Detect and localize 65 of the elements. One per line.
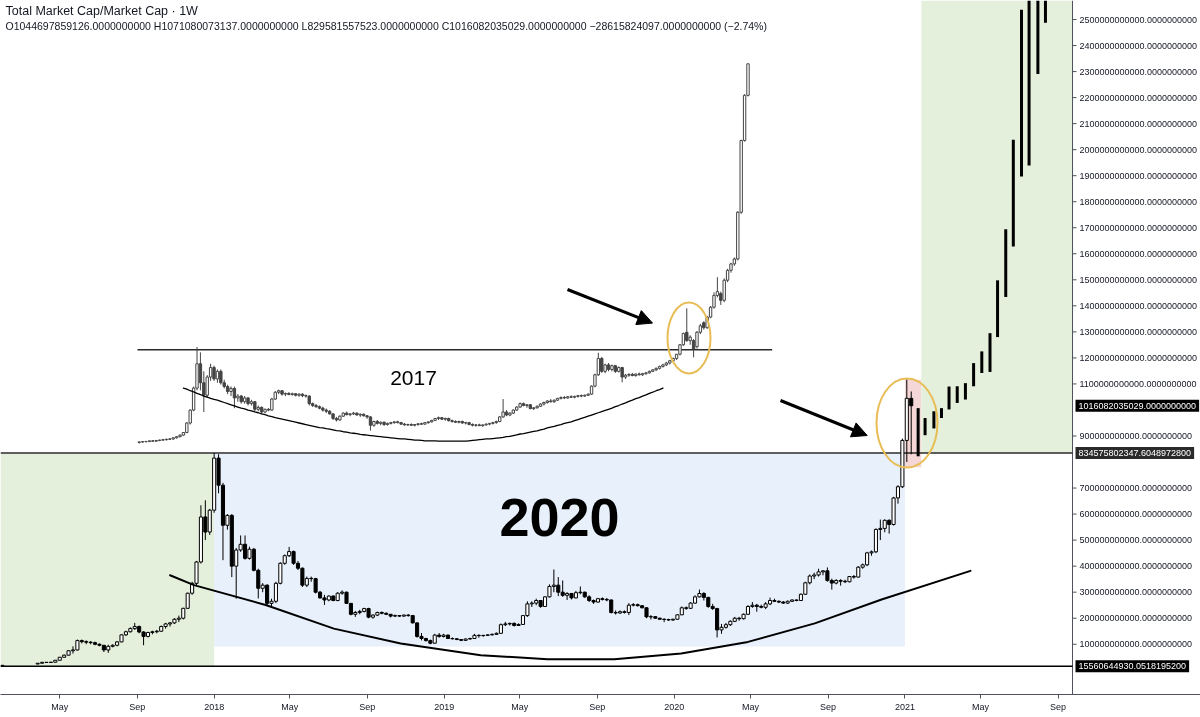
x-tick-label: May — [511, 701, 529, 712]
x-tick-label: May — [281, 701, 299, 712]
bar — [932, 411, 936, 429]
x-tick-label: 2021 — [894, 701, 915, 712]
x-tick-label: May — [742, 701, 760, 712]
candlestick — [909, 390, 914, 455]
y-tick-label: 500000000000.0000000000 — [1079, 535, 1193, 546]
text: O1044697859126.0000000000 H1071080073137.0000000000 L829581557523.0000000000 C1016082035029.0000000000 −28615824097.0000000000 (−2.74%) — [5, 19, 767, 32]
bar — [1004, 229, 1008, 297]
y-tick-label: 2400000000000.0000000000 — [1079, 40, 1198, 51]
ref-line-label: 15560644930.0518195200 — [1078, 661, 1187, 672]
ref-line-label: 834575802347.6048972800 — [1078, 448, 1192, 459]
bar — [988, 333, 992, 372]
y-tick-label: 1500000000000.0000000000 — [1079, 274, 1198, 285]
bar — [980, 351, 984, 373]
y-tick-label: 2000000000000.0000000000 — [1079, 144, 1198, 155]
annotation: 1016082035029.0000000000 — [1078, 400, 1197, 411]
x-tick-label: Sep — [1050, 701, 1067, 712]
y-tick-label: 300000000000.0000000000 — [1079, 587, 1193, 598]
x-tick-label: Sep — [359, 701, 376, 712]
bar — [1020, 9, 1024, 177]
x-tick-label: 2018 — [204, 701, 225, 712]
annotation: 2017 — [390, 365, 437, 389]
candlestick — [685, 307, 689, 343]
chart-title: Total Market Cap/Market Cap · 1W — [5, 3, 199, 18]
y-tick-label: 400000000000.0000000000 — [1079, 561, 1193, 572]
y-tick-label: 1700000000000.0000000000 — [1079, 222, 1198, 233]
bar — [1011, 139, 1015, 247]
y-tick-label: 2100000000000.0000000000 — [1079, 118, 1198, 129]
bar — [916, 408, 920, 457]
y-tick-label: 1900000000000.0000000000 — [1079, 170, 1198, 181]
bar — [972, 363, 976, 387]
y-tick-label: 2500000000000.0000000000 — [1079, 14, 1198, 25]
y-tick-label: 200000000000.0000000000 — [1079, 613, 1193, 624]
x-tick-label: 2019 — [434, 701, 455, 712]
x-tick-label: May — [51, 701, 69, 712]
y-tick-label: 2200000000000.0000000000 — [1079, 92, 1198, 103]
x-tick-label: 2020 — [664, 701, 685, 712]
y-tick-label: 900000000000.0000000000 — [1079, 430, 1193, 441]
bar — [923, 418, 927, 436]
y-tick-label: 100000000000.0000000000 — [1079, 639, 1193, 650]
x-tick-label: May — [972, 701, 990, 712]
bar — [955, 386, 959, 403]
y-tick-label: 1600000000000.0000000000 — [1079, 248, 1198, 259]
y-tick-label: 700000000000.0000000000 — [1079, 483, 1193, 494]
bar — [1036, 0, 1040, 74]
y-tick-label: 2300000000000.0000000000 — [1079, 66, 1198, 77]
y-tick-label: 1300000000000.0000000000 — [1079, 326, 1198, 337]
bar — [996, 280, 1000, 338]
band-label: 2020 — [499, 486, 620, 547]
y-tick-label: 1400000000000.0000000000 — [1079, 300, 1198, 311]
candlestick — [476, 633, 481, 639]
bar — [1043, 0, 1047, 23]
x-tick-label: Sep — [589, 701, 606, 712]
y-tick-label: 1200000000000.0000000000 — [1079, 352, 1198, 363]
bar — [1027, 0, 1031, 166]
x-tick-label: Sep — [820, 701, 837, 712]
bar — [963, 383, 967, 400]
y-tick-label: 600000000000.0000000000 — [1079, 509, 1193, 520]
bar — [939, 408, 943, 419]
y-tick-label: 1100000000000.0000000000 — [1079, 378, 1197, 389]
candlestick — [450, 636, 455, 641]
y-tick-label: 1800000000000.0000000000 — [1079, 196, 1198, 207]
x-tick-label: Sep — [129, 701, 146, 712]
bar — [947, 386, 951, 410]
